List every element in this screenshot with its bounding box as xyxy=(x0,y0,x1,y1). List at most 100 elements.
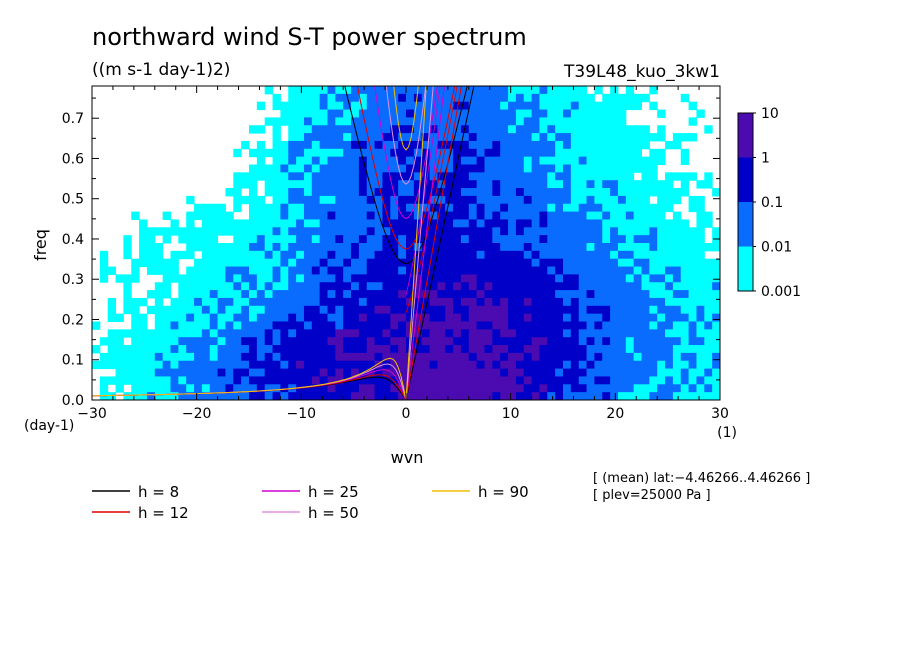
heatmap-cell xyxy=(468,392,478,400)
heatmap-cell xyxy=(429,274,438,283)
heatmap-cell xyxy=(515,156,525,165)
heatmap-cell xyxy=(358,282,368,291)
heatmap-cell xyxy=(688,352,697,362)
heatmap-cell xyxy=(460,274,470,283)
heatmap-cell xyxy=(413,133,423,142)
heatmap-cell xyxy=(594,352,603,362)
heatmap-cell xyxy=(586,203,595,213)
heatmap-cell xyxy=(319,313,328,322)
heatmap-cell xyxy=(201,360,211,370)
heatmap-cell xyxy=(429,211,438,220)
heatmap-cell xyxy=(280,282,289,291)
heatmap-cell xyxy=(594,148,603,158)
colorbar-label: 0.001 xyxy=(761,284,801,300)
y-tick-label: 0.1 xyxy=(62,353,84,369)
heatmap-cell xyxy=(92,321,101,330)
heatmap-cell xyxy=(186,235,195,244)
heatmap-cell xyxy=(468,148,478,158)
heatmap-cell xyxy=(468,195,478,205)
heatmap-cell xyxy=(437,266,446,275)
heatmap-cell xyxy=(296,93,305,103)
heatmap-cell xyxy=(523,313,533,322)
heatmap-cell xyxy=(249,148,258,158)
heatmap-cell xyxy=(625,290,635,299)
heatmap-cell xyxy=(256,305,266,315)
heatmap-cell xyxy=(515,297,525,307)
heatmap-cell xyxy=(547,164,556,173)
heatmap-cell xyxy=(476,360,485,370)
heatmap-cell xyxy=(602,109,611,118)
heatmap-cell xyxy=(374,250,383,260)
heatmap-cell xyxy=(508,392,517,400)
heatmap-cell xyxy=(374,156,383,165)
heatmap-cell xyxy=(154,266,164,275)
heatmap-cell xyxy=(390,337,399,346)
heatmap-cell xyxy=(641,156,650,165)
heatmap-cell xyxy=(633,345,642,354)
info-line-plev: [ plev=25000 Pa ] xyxy=(593,488,711,503)
heatmap-cell xyxy=(696,235,705,244)
heatmap-cell xyxy=(460,203,470,213)
heatmap-cell xyxy=(594,109,603,118)
heatmap-cell xyxy=(468,211,478,220)
heatmap-cell xyxy=(602,140,611,150)
heatmap-cell xyxy=(460,188,470,197)
heatmap-cell xyxy=(154,345,164,354)
heatmap-cell xyxy=(476,258,485,268)
heatmap-cell xyxy=(688,117,697,126)
heatmap-cell xyxy=(107,337,117,346)
heatmap-cell xyxy=(398,360,407,370)
heatmap-cell xyxy=(413,156,423,165)
heatmap-cell xyxy=(366,219,376,228)
heatmap-cell xyxy=(217,282,226,291)
heatmap-cell xyxy=(460,133,470,142)
heatmap-cell xyxy=(170,305,179,315)
heatmap-cell xyxy=(358,297,368,307)
heatmap-cell xyxy=(146,235,156,244)
heatmap-cell xyxy=(570,148,580,158)
heatmap-cell xyxy=(547,250,556,260)
heatmap-cell xyxy=(547,140,556,150)
heatmap-cell xyxy=(217,329,226,338)
heatmap-cell xyxy=(217,258,226,268)
heatmap-cell xyxy=(421,203,431,213)
heatmap-cell xyxy=(311,290,321,299)
heatmap-cell xyxy=(649,384,658,393)
heatmap-cell xyxy=(335,313,344,322)
heatmap-cell xyxy=(406,227,415,236)
heatmap-cell xyxy=(649,376,658,385)
heatmap-cell xyxy=(688,337,697,346)
heatmap-cell xyxy=(610,266,619,275)
heatmap-cell xyxy=(508,164,517,173)
heatmap-cell xyxy=(563,164,572,173)
heatmap-cell xyxy=(241,266,250,275)
heatmap-cell xyxy=(429,282,438,291)
heatmap-cell xyxy=(657,313,666,322)
heatmap-cell xyxy=(508,329,517,338)
heatmap-cell xyxy=(649,156,658,165)
heatmap-cell xyxy=(712,274,720,283)
heatmap-cell xyxy=(445,86,454,95)
heatmap-cell xyxy=(390,211,399,220)
heatmap-cell xyxy=(547,109,556,118)
heatmap-cell xyxy=(139,321,148,330)
heatmap-cell xyxy=(570,140,580,150)
heatmap-cell xyxy=(665,345,674,354)
heatmap-cell xyxy=(523,384,533,393)
heatmap-cell xyxy=(249,203,258,213)
legend-label: h = 50 xyxy=(308,504,359,522)
heatmap-cell xyxy=(233,235,242,244)
heatmap-cell xyxy=(633,125,642,134)
heatmap-cell xyxy=(523,227,533,236)
heatmap-cell xyxy=(398,109,407,118)
heatmap-cell xyxy=(209,376,219,385)
heatmap-cell xyxy=(437,250,446,260)
heatmap-cell xyxy=(704,125,713,134)
heatmap-cell xyxy=(296,250,305,260)
heatmap-cell xyxy=(335,125,344,134)
heatmap-cell xyxy=(696,376,705,385)
heatmap-cell xyxy=(578,258,588,268)
heatmap-cell xyxy=(374,282,383,291)
heatmap-cell xyxy=(406,258,415,268)
heatmap-cell xyxy=(641,376,650,385)
